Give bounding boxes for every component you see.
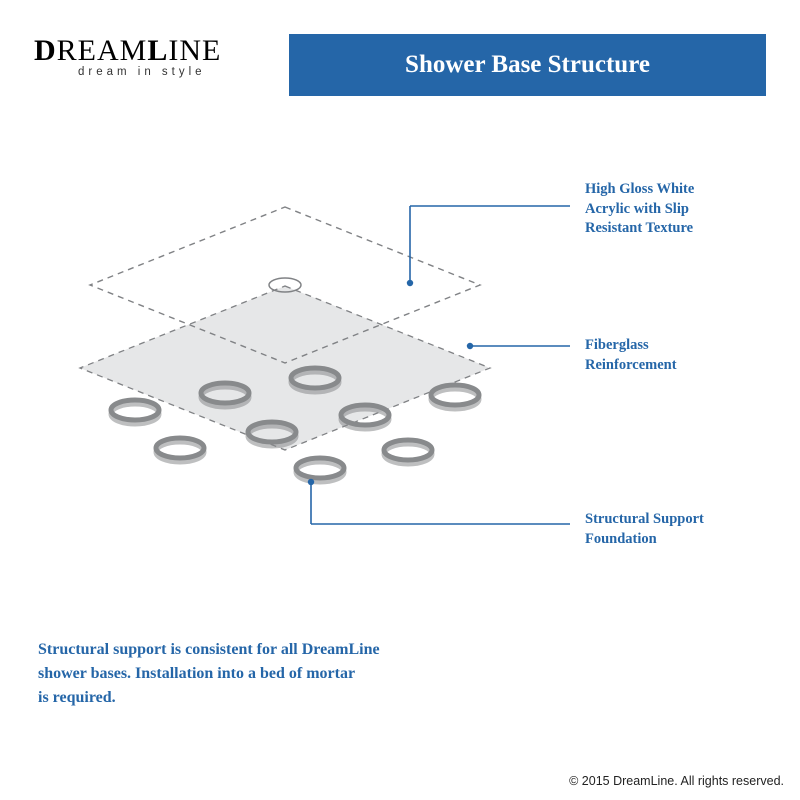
page-title: Shower Base Structure bbox=[405, 51, 650, 79]
brand-logo: DREAMLINE dream in style bbox=[34, 34, 289, 96]
annotation-top: High Gloss WhiteAcrylic with SlipResista… bbox=[585, 180, 694, 239]
structure-diagram: High Gloss WhiteAcrylic with SlipResista… bbox=[40, 150, 760, 570]
logo-tagline: dream in style bbox=[78, 66, 289, 78]
copyright: © 2015 DreamLine. All rights reserved. bbox=[569, 774, 784, 788]
footer-note: Structural support is consistent for all… bbox=[38, 638, 380, 710]
logo-letter: D bbox=[34, 34, 57, 67]
annotation-bottom: Structural SupportFoundation bbox=[585, 510, 704, 549]
logo-segment: REAM bbox=[57, 34, 148, 67]
title-banner: Shower Base Structure bbox=[289, 34, 766, 96]
annotation-mid: FiberglassReinforcement bbox=[585, 336, 677, 375]
logo-letter: L bbox=[147, 34, 168, 67]
header: DREAMLINE dream in style Shower Base Str… bbox=[34, 34, 766, 96]
logo-segment: INE bbox=[168, 34, 221, 67]
